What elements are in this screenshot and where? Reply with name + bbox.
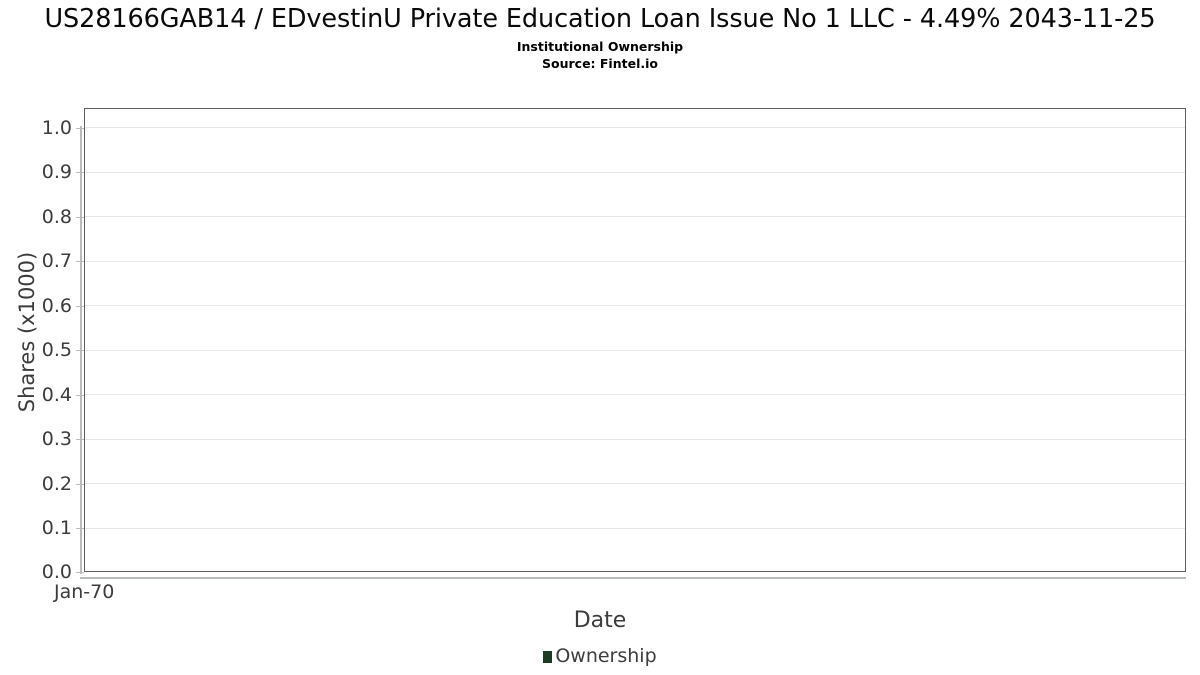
y-tick-mark bbox=[76, 572, 84, 574]
gridline-0.8 bbox=[85, 216, 1185, 217]
x-axis-label: Date bbox=[573, 608, 627, 633]
x-tick-label-jan-70: Jan-70 bbox=[54, 581, 115, 603]
gridline-0.5 bbox=[85, 350, 1185, 351]
gridline-0.1 bbox=[85, 528, 1185, 529]
y-tick-label-1.0: 1.0 bbox=[41, 117, 72, 139]
gridline-0.4 bbox=[85, 394, 1185, 395]
gridline-1.0 bbox=[85, 127, 1185, 128]
y-tick-label-0.0: 0.0 bbox=[41, 561, 72, 583]
y-tick-mark bbox=[76, 261, 84, 263]
y-tick-label-0.6: 0.6 bbox=[41, 295, 72, 317]
gridline-0.6 bbox=[85, 305, 1185, 306]
y-tick-label-0.2: 0.2 bbox=[41, 473, 72, 495]
y-tick-label-0.7: 0.7 bbox=[41, 250, 72, 272]
x-axis-spine bbox=[80, 577, 1186, 579]
y-tick-label-0.9: 0.9 bbox=[41, 161, 72, 183]
legend-label-ownership: Ownership bbox=[555, 645, 657, 667]
y-tick-label-0.3: 0.3 bbox=[41, 428, 72, 450]
y-tick-mark bbox=[76, 306, 84, 308]
y-tick-mark bbox=[76, 350, 84, 352]
chart-title-block: US28166GAB14 / EDvestinU Private Educati… bbox=[0, 4, 1200, 72]
y-tick-mark bbox=[76, 439, 84, 441]
data-series-layer bbox=[85, 109, 1185, 571]
y-axis-label: Shares (x1000) bbox=[15, 251, 39, 413]
y-tick-mark bbox=[76, 172, 84, 174]
legend-swatch-icon bbox=[543, 650, 553, 663]
y-tick-mark bbox=[76, 128, 84, 130]
chart-subtitle-line-2: Source: Fintel.io bbox=[542, 56, 658, 71]
y-tick-label-0.1: 0.1 bbox=[41, 517, 72, 539]
legend-item-ownership[interactable]: Ownership bbox=[543, 645, 657, 667]
chart-legend: Ownership bbox=[0, 647, 1200, 666]
gridline-0.3 bbox=[85, 439, 1185, 440]
y-tick-mark bbox=[76, 217, 84, 219]
y-tick-label-0.8: 0.8 bbox=[41, 206, 72, 228]
gridline-0.7 bbox=[85, 261, 1185, 262]
y-tick-mark bbox=[76, 395, 84, 397]
gridline-0.2 bbox=[85, 483, 1185, 484]
gridline-0.9 bbox=[85, 172, 1185, 173]
y-tick-mark bbox=[76, 528, 84, 530]
y-tick-mark bbox=[76, 484, 84, 486]
chart-title: US28166GAB14 / EDvestinU Private Educati… bbox=[44, 4, 1156, 34]
y-tick-label-0.4: 0.4 bbox=[41, 384, 72, 406]
chart-subtitle-line-1: Institutional Ownership bbox=[516, 39, 684, 54]
plot-area bbox=[84, 108, 1186, 572]
y-tick-label-0.5: 0.5 bbox=[41, 339, 72, 361]
